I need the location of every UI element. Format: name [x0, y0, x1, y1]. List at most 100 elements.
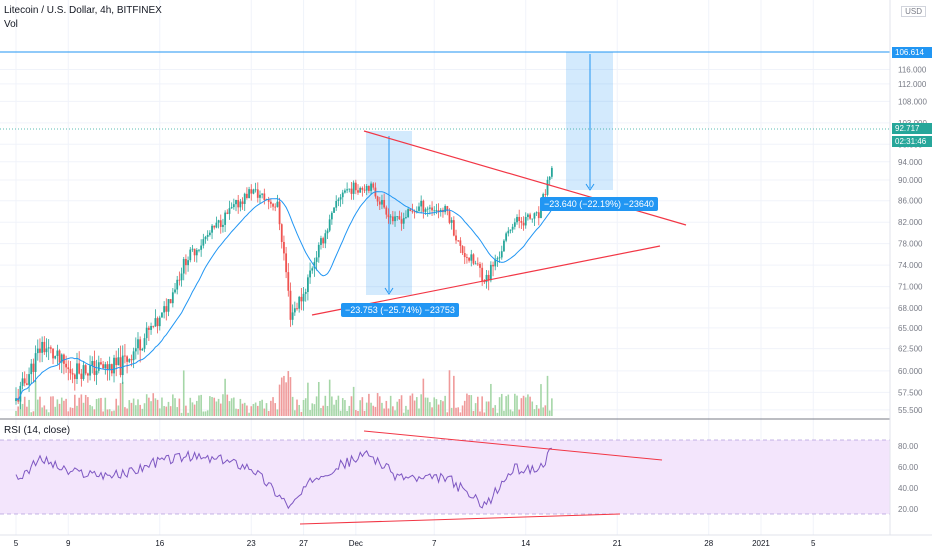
candle: [533, 212, 536, 227]
volume-bar: [180, 412, 183, 416]
candle: [529, 212, 531, 220]
candle: [235, 199, 237, 212]
candle: [189, 246, 192, 263]
candle: [444, 204, 447, 215]
candle: [211, 224, 213, 240]
candle: [261, 193, 264, 199]
price-tick-label: 68.000: [898, 304, 923, 313]
candle: [285, 246, 288, 279]
volume-bar: [178, 398, 181, 416]
candle: [106, 361, 109, 381]
volume-bar: [23, 396, 26, 416]
rsi-trendline-upper[interactable]: [363, 430, 663, 461]
candle: [455, 229, 457, 244]
price-tick-label: 90.000: [898, 176, 923, 185]
symbol-title[interactable]: Litecoin / U.S. Dollar, 4h, BITFINEX: [4, 5, 162, 16]
candle: [322, 236, 325, 248]
volume-bar: [104, 397, 107, 416]
candle: [409, 209, 412, 212]
candle: [158, 315, 161, 331]
rsi-indicator-label[interactable]: RSI (14, close): [4, 425, 71, 436]
candle: [359, 186, 362, 193]
rsi-trendline-lower[interactable]: [299, 513, 621, 525]
candlesticks: [15, 165, 553, 410]
volume-bar: [206, 410, 209, 416]
candle: [498, 251, 501, 263]
candle: [169, 298, 172, 304]
volume-bar: [34, 380, 37, 416]
currency-label[interactable]: USD: [901, 6, 926, 17]
volume-bar: [457, 407, 460, 416]
volume-bar: [289, 377, 292, 416]
volume-bar: [156, 399, 159, 416]
candle: [346, 182, 349, 194]
candle: [49, 345, 52, 354]
volume-bar: [459, 412, 462, 416]
candle: [398, 210, 401, 220]
candle: [222, 218, 224, 233]
time-tick-label: 9: [66, 539, 71, 548]
volume-bar: [241, 403, 244, 416]
volume-bar: [372, 405, 375, 416]
candle: [95, 359, 98, 385]
volume-bar: [237, 409, 239, 416]
volume-bar: [535, 405, 538, 416]
volume-bar: [261, 399, 263, 416]
candle: [276, 194, 279, 208]
volume-bar: [437, 404, 440, 416]
volume-bar: [522, 395, 525, 416]
candle: [171, 288, 174, 308]
volume-bar: [217, 398, 220, 416]
measure-label-2[interactable]: −23.640 (−22.19%) −23640: [540, 197, 658, 211]
candle: [182, 256, 185, 281]
candle: [272, 202, 274, 211]
candle: [91, 356, 94, 374]
price-axis[interactable]: 116.000112.000108.000103.00098.00094.000…: [898, 66, 927, 415]
candle: [78, 351, 81, 375]
price-tick-label: 57.500: [898, 388, 923, 397]
candle: [232, 198, 235, 210]
volume-bar: [89, 404, 91, 416]
volume-bar: [307, 382, 309, 416]
volume-bar: [126, 408, 128, 416]
volume-bar: [167, 401, 170, 416]
time-axis[interactable]: 5 9 16 23 27 Dec 7 14 21 28 2021 5: [14, 539, 816, 548]
volume-bar: [200, 394, 202, 416]
candle: [187, 256, 189, 272]
candle: [344, 188, 346, 194]
volume-bar: [187, 412, 189, 416]
volume-bar: [32, 411, 35, 416]
candle: [315, 251, 318, 271]
volume-bar: [58, 403, 61, 416]
candle: [378, 196, 381, 211]
candle: [311, 266, 314, 274]
volume-bar: [411, 393, 414, 416]
volume-bar: [485, 401, 488, 416]
volume-bar: [483, 412, 486, 416]
volume-bar: [47, 412, 50, 416]
rsi-axis[interactable]: 80.00 60.00 40.00 20.00: [898, 442, 919, 514]
candle: [30, 359, 33, 385]
candle: [320, 235, 322, 250]
candle: [442, 207, 444, 218]
volume-bar: [402, 412, 405, 416]
volume-bar: [361, 397, 364, 416]
candle: [161, 312, 163, 318]
candle: [411, 203, 414, 214]
candle: [293, 301, 296, 316]
volume-bar: [378, 396, 381, 416]
volume-bar: [470, 395, 473, 416]
measure-label-1[interactable]: −23.753 (−25.74%) −23753: [341, 303, 459, 317]
volume-bar: [115, 398, 118, 416]
candle: [195, 248, 198, 263]
volume-bar: [311, 403, 314, 416]
volume-bar: [272, 397, 274, 416]
volume-bar: [176, 407, 178, 416]
time-tick-label: 7: [432, 539, 437, 548]
volume-bar: [339, 410, 342, 416]
time-tick-label: 5: [811, 539, 816, 548]
volume-bar: [198, 395, 200, 416]
candle: [23, 371, 26, 387]
candle: [461, 245, 464, 256]
